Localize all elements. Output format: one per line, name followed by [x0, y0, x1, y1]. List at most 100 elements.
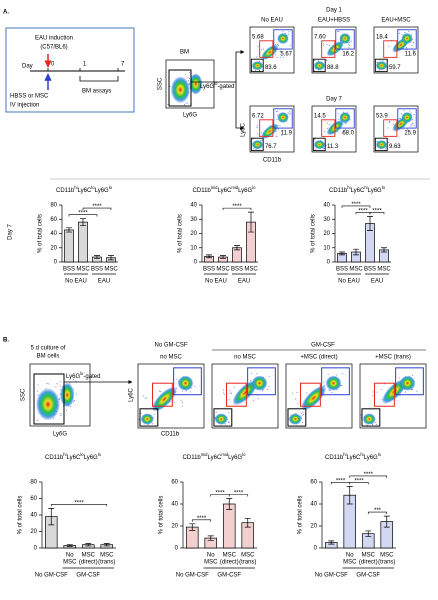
text-part: Ly6G [95, 188, 109, 194]
significance-label: **** [354, 478, 364, 484]
flow-event [184, 73, 186, 75]
flow-event [151, 423, 153, 425]
plot-title: BM [180, 50, 189, 56]
flow-event [257, 398, 259, 400]
flow-event [387, 127, 389, 129]
significance-label: **** [197, 516, 207, 522]
flow-gate [33, 373, 65, 425]
arrow [235, 82, 245, 130]
flow-event [398, 117, 400, 119]
flow-density [375, 61, 388, 71]
flow-event [412, 123, 414, 125]
flow-event [411, 45, 413, 47]
error-bar [207, 535, 214, 541]
x-tick-label: BSS [364, 267, 376, 273]
y-tick-label: 20 [50, 245, 57, 251]
flow-event [268, 386, 270, 388]
x-tick-label: MSC [104, 267, 118, 273]
row-label: Day 1 [326, 8, 342, 14]
timeline-assay: BM assays [82, 89, 111, 95]
text-part: CD11b [45, 455, 64, 461]
flow-event [185, 102, 187, 104]
bar [78, 221, 88, 263]
flow-event [59, 385, 61, 387]
flow-density [36, 388, 60, 421]
flow-event [410, 112, 412, 114]
flow-event [182, 402, 184, 404]
error-bar [85, 543, 92, 547]
flow-event [276, 57, 278, 59]
flow-event [167, 103, 169, 105]
flow-event [261, 390, 263, 392]
flow-event [224, 393, 226, 395]
flow-event [176, 378, 178, 380]
axis-label: SSC [21, 388, 27, 401]
chart-title: CD11bmidLy6CmidLy6Glo [193, 185, 257, 194]
flow-event [37, 384, 39, 386]
flow-event [347, 111, 349, 113]
panel-label: B. [3, 338, 9, 344]
row-label: Day 7 [8, 224, 14, 240]
flow-event [393, 123, 395, 125]
significance-label: **** [234, 491, 244, 497]
significance-label: **** [364, 472, 374, 478]
text-part: Ly6G [368, 188, 382, 194]
timeline-treatment: HBSS or MSC [10, 94, 49, 100]
flow-event [47, 383, 49, 385]
significance-label: **** [372, 208, 382, 214]
flow-event [187, 80, 189, 82]
flow-event [306, 392, 308, 394]
flow-gate [397, 29, 417, 50]
y-tick-label: 80 [30, 480, 37, 486]
axis-label: CD11b [161, 432, 180, 438]
y-tick-label: 20 [30, 529, 37, 535]
y-tick-label: 0 [54, 260, 58, 266]
flow-density [339, 32, 351, 45]
gate-percent: 25.9 [404, 130, 416, 136]
flow-gate [321, 367, 350, 396]
significance-label: *** [374, 508, 382, 514]
flow-event [402, 128, 404, 130]
flow-event [60, 415, 62, 417]
text-part: CD11b [329, 188, 348, 194]
text-part: CD11b [193, 188, 212, 194]
x-tick-label: MSC [380, 553, 394, 559]
flow-event [388, 141, 390, 143]
flow-density [151, 386, 177, 412]
flow-event [287, 112, 289, 114]
flow-gate [383, 40, 398, 58]
gate-label: Ly6Glo-gated [66, 371, 100, 380]
gate-percent: 9.63 [389, 144, 401, 150]
group-label: GM-CSF [217, 573, 241, 579]
flow-event [256, 56, 258, 58]
x-tick-label: MSC [241, 553, 255, 559]
flow-event [413, 113, 415, 115]
flow-gate [152, 382, 173, 407]
flow-event [295, 398, 297, 400]
error-bar [339, 251, 345, 256]
flow-event [276, 110, 278, 112]
timeline-ticks [47, 68, 119, 82]
flow-event [202, 85, 204, 87]
text-part: -gated [217, 84, 234, 90]
chart-title: CD11bhiLy6CloLy6Glo [56, 185, 113, 194]
flow-event [409, 110, 411, 112]
flow-event [55, 386, 57, 388]
flow-event [323, 381, 325, 383]
x-tick-label: MSC [343, 560, 357, 566]
bar [64, 229, 74, 263]
flow-event [261, 49, 263, 51]
significance-bracket [349, 475, 388, 478]
flow-event [403, 110, 405, 112]
significance-bracket [341, 205, 371, 208]
flow-event [182, 390, 184, 392]
flow-event [144, 397, 146, 399]
error-bar [381, 247, 387, 253]
flow-event [360, 414, 362, 416]
flow-event [329, 44, 331, 46]
x-tick-label: No [207, 553, 215, 559]
axis-label: Ly6C [241, 122, 247, 136]
flow-event [229, 390, 231, 392]
flow-density [59, 382, 75, 408]
flow-event [223, 389, 225, 391]
